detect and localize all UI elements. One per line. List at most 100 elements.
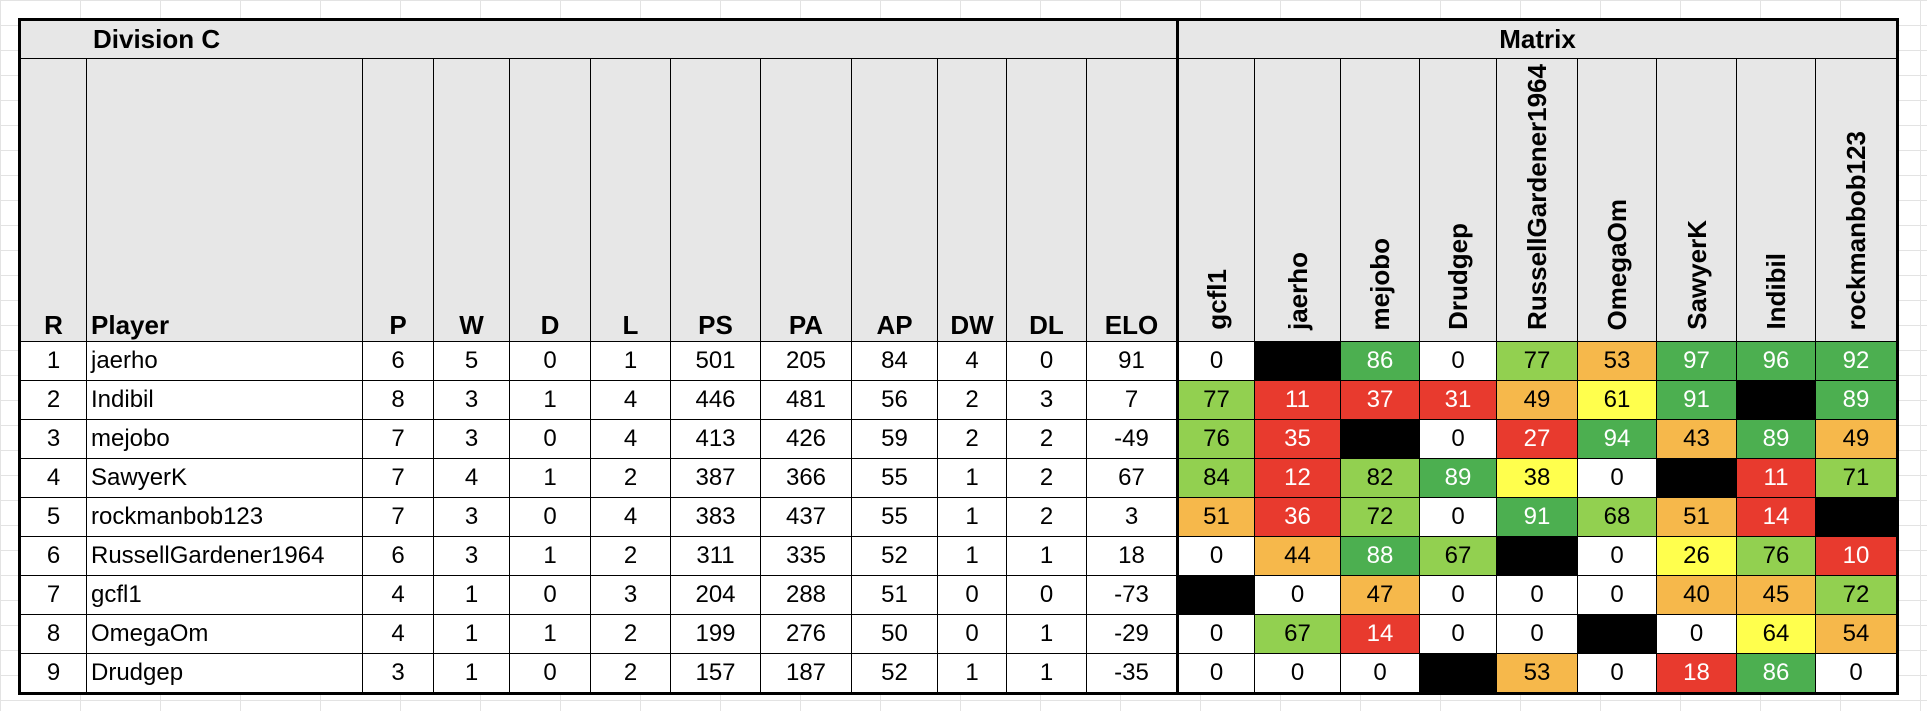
matrix-column-header: Indibil bbox=[1736, 58, 1816, 342]
matrix-column-label: RussellGardener1964 bbox=[1522, 64, 1552, 330]
matrix-cell: 53 bbox=[1577, 341, 1657, 381]
matrix-cell: 0 bbox=[1577, 575, 1657, 615]
matrix-cell: 92 bbox=[1815, 341, 1898, 381]
matrix-cell: 51 bbox=[1176, 497, 1255, 537]
stat-cell-ps: 387 bbox=[670, 458, 761, 498]
matrix-cell: 86 bbox=[1340, 341, 1420, 381]
stat-cell-p: 4 bbox=[362, 614, 434, 654]
matrix-cell: 91 bbox=[1656, 380, 1737, 420]
stat-cell-dw: 1 bbox=[937, 458, 1007, 498]
matrix-cell: 0 bbox=[1815, 653, 1898, 694]
matrix-cell: 51 bbox=[1656, 497, 1737, 537]
table-row: 3 mejobo 7 3 0 4 413 426 59 2 2 -49 76 35 0 27 94 43 89 49 bbox=[19, 419, 1898, 459]
stat-cell-elo: 91 bbox=[1086, 341, 1178, 381]
matrix-cell: 0 bbox=[1176, 653, 1255, 694]
matrix-cell: 82 bbox=[1340, 458, 1420, 498]
matrix-cell: 0 bbox=[1419, 497, 1497, 537]
stat-cell-dl: 1 bbox=[1006, 614, 1087, 654]
player-name-cell: Drudgep bbox=[86, 653, 363, 694]
matrix-cell: 45 bbox=[1736, 575, 1816, 615]
matrix-cell: 71 bbox=[1815, 458, 1898, 498]
matrix-cell: 0 bbox=[1656, 614, 1737, 654]
matrix-column-label: OmegaOm bbox=[1602, 198, 1632, 331]
matrix-cell: 0 bbox=[1577, 653, 1657, 694]
player-name-cell: mejobo bbox=[86, 419, 363, 459]
matrix-cell: 0 bbox=[1254, 575, 1341, 615]
matrix-cell: 37 bbox=[1340, 380, 1420, 420]
matrix-column-header: Drudgep bbox=[1419, 58, 1497, 342]
column-header: DL bbox=[1006, 58, 1087, 342]
stat-cell-dw: 2 bbox=[937, 419, 1007, 459]
stat-cell-ap: 52 bbox=[851, 653, 938, 694]
matrix-cell: 11 bbox=[1736, 458, 1816, 498]
stat-cell-ap: 56 bbox=[851, 380, 938, 420]
stat-cell-d: 0 bbox=[509, 575, 591, 615]
matrix-column-header: SawyerK bbox=[1656, 58, 1737, 342]
table-row: 1 jaerho 6 5 0 1 501 205 84 4 0 91 0 86 0 77 53 97 96 92 bbox=[19, 341, 1898, 381]
matrix-cell: 67 bbox=[1419, 536, 1497, 576]
stat-cell-p: 6 bbox=[362, 341, 434, 381]
stat-cell-ap: 55 bbox=[851, 497, 938, 537]
matrix-column-label: jaerho bbox=[1282, 251, 1313, 330]
player-name-cell: Indibil bbox=[86, 380, 363, 420]
stat-cell-w: 1 bbox=[433, 614, 510, 654]
matrix-column-header: rockmanbob123 bbox=[1815, 58, 1898, 342]
matrix-cell bbox=[1736, 380, 1816, 420]
matrix-cell: 18 bbox=[1656, 653, 1737, 694]
matrix-cell: 14 bbox=[1340, 614, 1420, 654]
table-row: 9 Drudgep 3 1 0 2 157 187 52 1 1 -35 0 0 0 53 0 18 86 0 bbox=[19, 653, 1898, 694]
matrix-cell: 26 bbox=[1656, 536, 1737, 576]
stat-cell-ap: 59 bbox=[851, 419, 938, 459]
matrix-cell: 0 bbox=[1419, 614, 1497, 654]
stat-cell-p: 8 bbox=[362, 380, 434, 420]
matrix-column-label: rockmanbob123 bbox=[1841, 130, 1871, 330]
matrix-cell bbox=[1656, 458, 1737, 498]
matrix-cell bbox=[1815, 497, 1898, 537]
stat-cell-d: 1 bbox=[509, 458, 591, 498]
matrix-cell: 0 bbox=[1419, 419, 1497, 459]
stat-cell-w: 1 bbox=[433, 653, 510, 694]
stat-cell-w: 3 bbox=[433, 536, 510, 576]
table-row: 4 SawyerK 7 4 1 2 387 366 55 1 2 67 84 12 82 89 38 0 11 71 bbox=[19, 458, 1898, 498]
matrix-cell: 86 bbox=[1736, 653, 1816, 694]
stat-cell-elo: -49 bbox=[1086, 419, 1178, 459]
matrix-column-label: SawyerK bbox=[1681, 220, 1712, 330]
stat-cell-pa: 366 bbox=[760, 458, 852, 498]
stat-cell-dw: 4 bbox=[937, 341, 1007, 381]
matrix-cell: 94 bbox=[1577, 419, 1657, 459]
matrix-cell: 11 bbox=[1254, 380, 1341, 420]
matrix-column-label: Drudgep bbox=[1443, 223, 1473, 330]
matrix-column-header: gcfl1 bbox=[1176, 58, 1255, 342]
stat-cell-ps: 199 bbox=[670, 614, 761, 654]
stat-cell-dw: 1 bbox=[937, 653, 1007, 694]
stat-cell-d: 0 bbox=[509, 653, 591, 694]
matrix-cell bbox=[1577, 614, 1657, 654]
matrix-cell: 0 bbox=[1496, 575, 1578, 615]
stat-cell-p: 4 bbox=[362, 575, 434, 615]
matrix-cell: 49 bbox=[1496, 380, 1578, 420]
stat-cell-ps: 311 bbox=[670, 536, 761, 576]
matrix-cell bbox=[1176, 575, 1255, 615]
stat-cell-r: 1 bbox=[19, 341, 87, 381]
stat-cell-p: 6 bbox=[362, 536, 434, 576]
column-header: PA bbox=[760, 58, 852, 342]
stat-cell-dl: 0 bbox=[1006, 575, 1087, 615]
stat-cell-d: 0 bbox=[509, 419, 591, 459]
stat-cell-l: 3 bbox=[590, 575, 671, 615]
matrix-cell: 84 bbox=[1176, 458, 1255, 498]
matrix-cell: 27 bbox=[1496, 419, 1578, 459]
stat-cell-ap: 51 bbox=[851, 575, 938, 615]
column-header: ELO bbox=[1086, 58, 1178, 342]
table-row: 7 gcfl1 4 1 0 3 204 288 51 0 0 -73 0 47 0 0 0 40 45 72 bbox=[19, 575, 1898, 615]
matrix-cell: 10 bbox=[1815, 536, 1898, 576]
matrix-cell: 72 bbox=[1815, 575, 1898, 615]
matrix-cell: 0 bbox=[1577, 458, 1657, 498]
matrix-cell: 77 bbox=[1176, 380, 1255, 420]
stat-cell-r: 2 bbox=[19, 380, 87, 420]
stat-cell-p: 7 bbox=[362, 497, 434, 537]
player-name-cell: SawyerK bbox=[86, 458, 363, 498]
stat-cell-l: 4 bbox=[590, 497, 671, 537]
stat-cell-l: 2 bbox=[590, 536, 671, 576]
matrix-cell bbox=[1496, 536, 1578, 576]
stat-cell-p: 3 bbox=[362, 653, 434, 694]
